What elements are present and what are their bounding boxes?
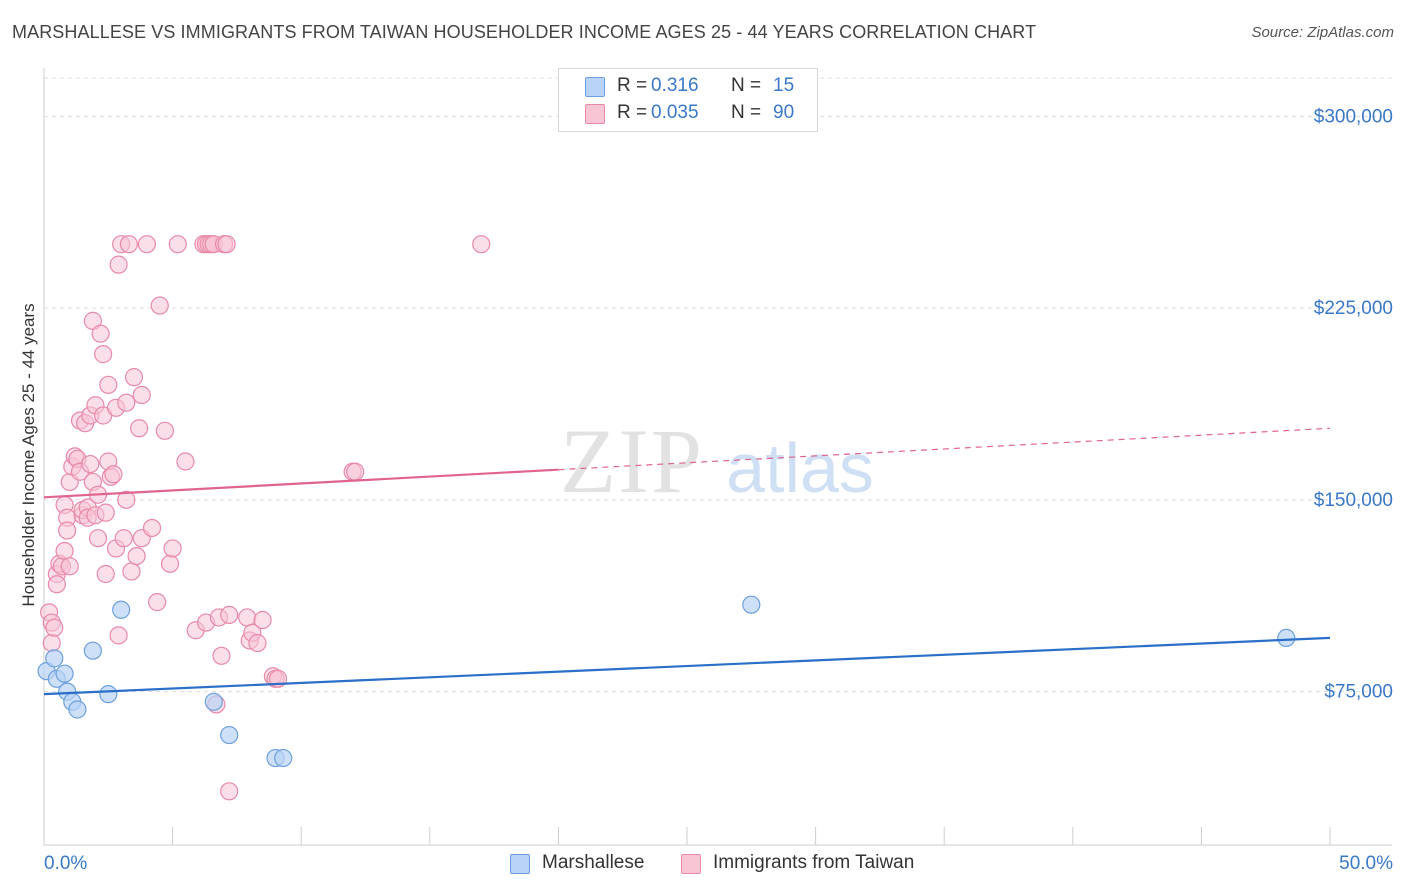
x-tick-label-min: 0.0%	[44, 853, 87, 874]
data-point-taiwan	[88, 529, 108, 548]
legend-r-value: 0.316	[651, 75, 699, 96]
legend-n-value: 15	[773, 75, 795, 96]
data-point-taiwan	[142, 518, 162, 538]
data-point-taiwan	[96, 564, 115, 584]
data-point-taiwan	[168, 235, 187, 254]
data-point-taiwan	[127, 546, 146, 566]
data-point-taiwan	[104, 465, 123, 484]
data-point-taiwan	[122, 562, 141, 581]
data-point-taiwan	[94, 345, 113, 364]
data-point-taiwan	[124, 368, 144, 387]
grid-lines	[44, 77, 1392, 693]
y-tick-label: $150,000	[1314, 490, 1393, 511]
data-point-taiwan	[45, 618, 64, 637]
source-label: Source: ZipAtlas.com	[1251, 24, 1394, 41]
y-tick-label: $225,000	[1314, 298, 1393, 319]
trend-line-marshallese	[43, 636, 1331, 696]
legend-n-label: N =	[731, 75, 762, 96]
bottom-legend-label-marshallese: Marshallese	[542, 852, 645, 873]
legend-n-value: 90	[773, 102, 795, 123]
data-point-taiwan	[42, 633, 61, 653]
data-point-taiwan	[99, 375, 118, 394]
data-point-taiwan	[58, 521, 77, 540]
data-point-marshallese	[112, 600, 131, 619]
data-point-taiwan	[91, 324, 110, 343]
legend-swatch-marshallese	[585, 77, 605, 97]
data-point-taiwan	[160, 554, 180, 573]
taiwan-points	[40, 235, 491, 801]
y-axis-label: Householder Income Ages 25 - 44 years	[19, 303, 38, 606]
legend: R = 0.316 N = 15 R = 0.035 N = 90	[558, 68, 818, 132]
data-point-taiwan	[248, 633, 267, 653]
data-point-taiwan	[212, 646, 231, 665]
data-point-marshallese	[204, 692, 223, 711]
data-point-taiwan	[472, 235, 491, 254]
trend-lines	[43, 427, 1331, 696]
data-point-taiwan	[155, 421, 174, 440]
data-point-taiwan	[346, 462, 365, 481]
data-point-taiwan	[220, 605, 239, 625]
data-point-marshallese	[99, 685, 118, 704]
data-point-taiwan	[217, 235, 236, 254]
data-point-taiwan	[150, 296, 169, 315]
data-point-marshallese	[45, 649, 64, 668]
y-tick-label: $75,000	[1324, 682, 1393, 703]
data-point-taiwan	[55, 541, 74, 561]
chart-title: MARSHALLESE VS IMMIGRANTS FROM TAIWAN HO…	[12, 22, 1037, 42]
data-point-marshallese	[274, 748, 293, 768]
data-point-taiwan	[47, 575, 66, 594]
data-point-taiwan	[132, 385, 151, 405]
data-point-marshallese	[83, 641, 102, 660]
data-point-taiwan	[117, 393, 136, 412]
legend-n-label: N =	[731, 102, 762, 123]
trend-line-taiwan-extension	[558, 427, 1331, 471]
watermark: ZIP atlas	[560, 410, 874, 512]
data-point-marshallese	[742, 595, 761, 614]
watermark-zip: ZIP	[560, 410, 704, 512]
data-point-taiwan	[60, 557, 79, 576]
legend-r-label: R =	[617, 75, 648, 96]
data-point-taiwan	[238, 608, 257, 627]
data-point-taiwan	[130, 419, 149, 438]
data-point-taiwan	[119, 235, 138, 254]
data-point-marshallese	[68, 700, 87, 719]
y-tick-label: $300,000	[1314, 106, 1393, 127]
data-point-taiwan	[163, 539, 182, 558]
bottom-legend-label-taiwan: Immigrants from Taiwan	[713, 852, 915, 873]
bottom-legend-swatch-marshallese	[510, 854, 530, 874]
marshallese-points	[37, 595, 1296, 768]
data-point-taiwan	[96, 503, 115, 522]
data-point-marshallese	[220, 725, 239, 745]
axes	[43, 68, 1392, 846]
data-point-marshallese	[55, 664, 74, 683]
legend-r-value: 0.035	[651, 102, 699, 123]
bottom-legend-swatch-taiwan	[681, 854, 701, 874]
x-tick-label-max: 50.0%	[1339, 853, 1393, 874]
data-point-marshallese	[1277, 628, 1296, 648]
data-point-taiwan	[117, 490, 136, 509]
data-point-taiwan	[109, 255, 128, 274]
tick-labels: $75,000 $150,000 $225,000 $300,000 0.0% 50.0%	[44, 106, 1393, 874]
data-point-taiwan	[114, 529, 133, 548]
data-point-taiwan	[109, 626, 128, 645]
data-point-taiwan	[137, 235, 156, 254]
data-point-taiwan	[176, 452, 195, 471]
legend-r-label: R =	[617, 102, 648, 123]
data-point-taiwan	[81, 454, 100, 474]
data-point-taiwan	[253, 610, 272, 630]
trend-line-taiwan	[43, 468, 559, 499]
data-point-taiwan	[148, 593, 167, 612]
data-point-taiwan	[220, 782, 239, 801]
legend-swatch-taiwan	[585, 104, 605, 124]
watermark-atlas: atlas	[726, 429, 874, 507]
